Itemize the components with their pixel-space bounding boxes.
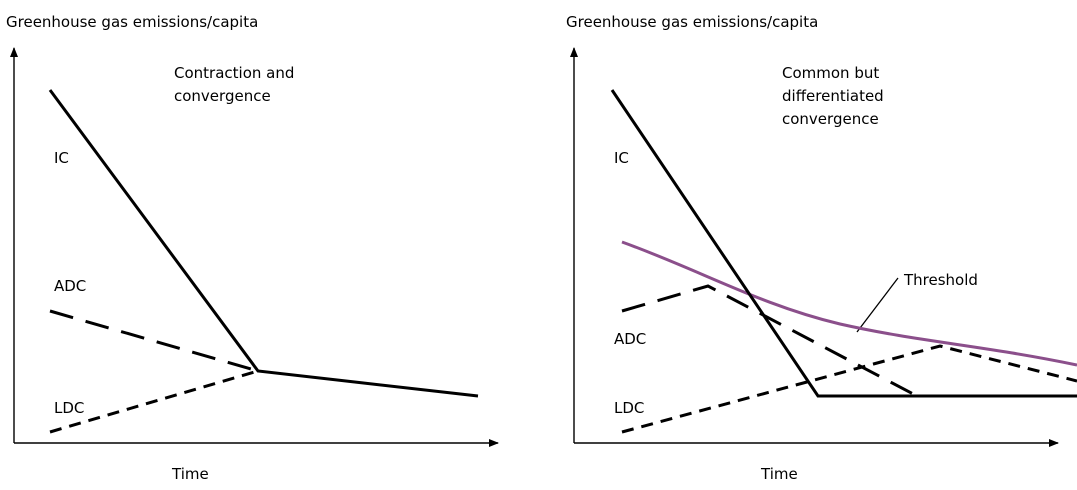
left-adc-line xyxy=(49,309,259,373)
left-title-line1: Contraction and xyxy=(174,64,294,82)
left-label-adc: ADC xyxy=(54,277,86,295)
threshold-curve xyxy=(621,240,1077,367)
right-ic-line xyxy=(610,89,1077,398)
right-label-ldc: LDC xyxy=(614,399,644,417)
right-title-line2: differentiated xyxy=(782,87,884,105)
left-panel: Greenhouse gas emissions/capita Time Con… xyxy=(6,13,499,483)
left-title-line2: convergence xyxy=(174,87,271,105)
left-x-axis-label: Time xyxy=(171,465,209,483)
left-label-ic: IC xyxy=(54,149,69,167)
right-label-adc: ADC xyxy=(614,330,646,348)
right-ldc-line xyxy=(621,344,1077,434)
threshold-leader-line xyxy=(856,277,899,333)
left-ldc-line xyxy=(49,369,259,434)
right-x-axis-label: Time xyxy=(760,465,798,483)
left-ic-line xyxy=(48,89,479,398)
right-title-line3: convergence xyxy=(782,110,879,128)
left-label-ldc: LDC xyxy=(54,399,84,417)
right-label-ic: IC xyxy=(614,149,629,167)
right-title-line1: Common but xyxy=(782,64,879,82)
right-adc-line xyxy=(621,284,918,398)
left-y-axis-label: Greenhouse gas emissions/capita xyxy=(6,13,258,31)
right-label-threshold: Threshold xyxy=(903,271,978,289)
right-y-axis-label: Greenhouse gas emissions/capita xyxy=(566,13,818,31)
right-panel: Greenhouse gas emissions/capita Time Com… xyxy=(566,13,1077,483)
